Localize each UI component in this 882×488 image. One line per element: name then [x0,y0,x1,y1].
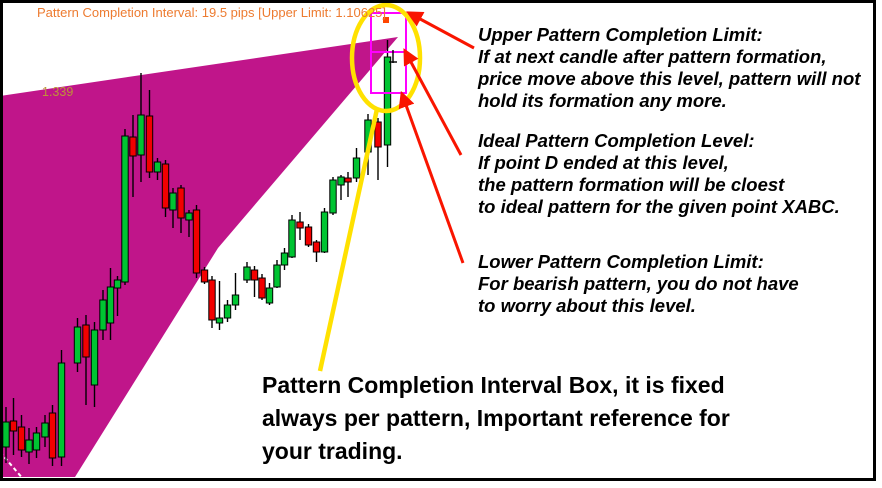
annotation-line: hold its formation any more. [478,90,727,111]
annotation-upper-limit: Upper Pattern Completion Limit: If at ne… [478,24,860,112]
indicator-comment-label: Pattern Completion Interval: 19.5 pips [… [37,5,387,20]
candle-body [320,211,329,253]
candle-body [177,187,185,219]
candle-body [312,241,321,253]
candle-body [137,114,145,156]
candle-body [296,221,304,229]
annotation-lower-limit: Lower Pattern Completion Limit: For bear… [478,251,799,317]
candle-body [304,226,313,246]
annotation-line: to ideal pattern for the given point XAB… [478,196,840,217]
annotation-arrow [403,48,463,156]
annotation-arrow [398,90,465,264]
frame-border [0,0,876,481]
annotation-title: Lower Pattern Completion Limit: [478,251,764,272]
candle-body [208,279,216,321]
candle-body [344,177,352,183]
candle-body [223,304,232,319]
candle-body [32,432,41,451]
apex-dot [383,17,389,23]
candle-body [337,176,345,186]
annotation-line: price move above this level, pattern wil… [478,68,861,89]
price-level-label: 1.339 [42,85,74,99]
candle-body [17,426,26,451]
candle-body [258,277,266,299]
candle-body [153,161,162,173]
candle-body [185,212,193,221]
annotation-line: If point D ended at this level, [478,152,729,173]
candle-body [129,136,137,157]
candle-body [90,329,99,386]
candle-body [48,412,57,459]
dashed-trendline [0,451,31,488]
candle-body [243,266,251,281]
annotation-line: For bearish pattern, you do not have [478,273,799,294]
candle-body [273,264,281,288]
candle-body [200,269,209,283]
annotation-title: Upper Pattern Completion Limit: [478,24,763,45]
candle-body [352,157,361,179]
candle-body [265,287,274,304]
candle-body [57,362,66,458]
caption-line: always per pattern, Important reference … [262,405,730,431]
candle-body [73,326,82,364]
candle-body [113,279,122,289]
highlight-ellipse [349,2,423,114]
candle-body [192,209,201,274]
candle-body [25,439,33,453]
candle-body [250,269,259,281]
annotation-line: to worry about this level. [478,295,696,316]
candle-body [161,163,170,209]
candle-body [374,121,382,148]
candle-body [288,219,296,258]
candle-body [82,324,90,358]
candle-body [169,192,177,211]
caption-line: Pattern Completion Interval Box, it is f… [262,372,725,398]
callout-line [317,108,380,372]
candle-body [329,179,337,214]
candle-body [231,294,240,306]
candle-body [99,299,107,331]
annotation-line: If at next candle after pattern formatio… [478,46,827,67]
annotation-title: Ideal Pattern Completion Level: [478,130,755,151]
candle-body [41,422,49,438]
candle-body [215,317,224,324]
candle-body [121,135,129,283]
caption-line: your trading. [262,438,403,464]
candle-body [106,286,115,324]
candle-body [145,115,154,173]
annotation-arrow [406,11,475,50]
candle-body [383,56,392,146]
annotation-ideal-level: Ideal Pattern Completion Level: If point… [478,130,840,218]
candle-body [280,252,289,266]
bottom-caption: Pattern Completion Interval Box, it is f… [262,369,730,468]
candle-body [9,420,18,432]
candle-body [2,421,10,448]
annotation-line: the pattern formation will be cloest [478,174,785,195]
